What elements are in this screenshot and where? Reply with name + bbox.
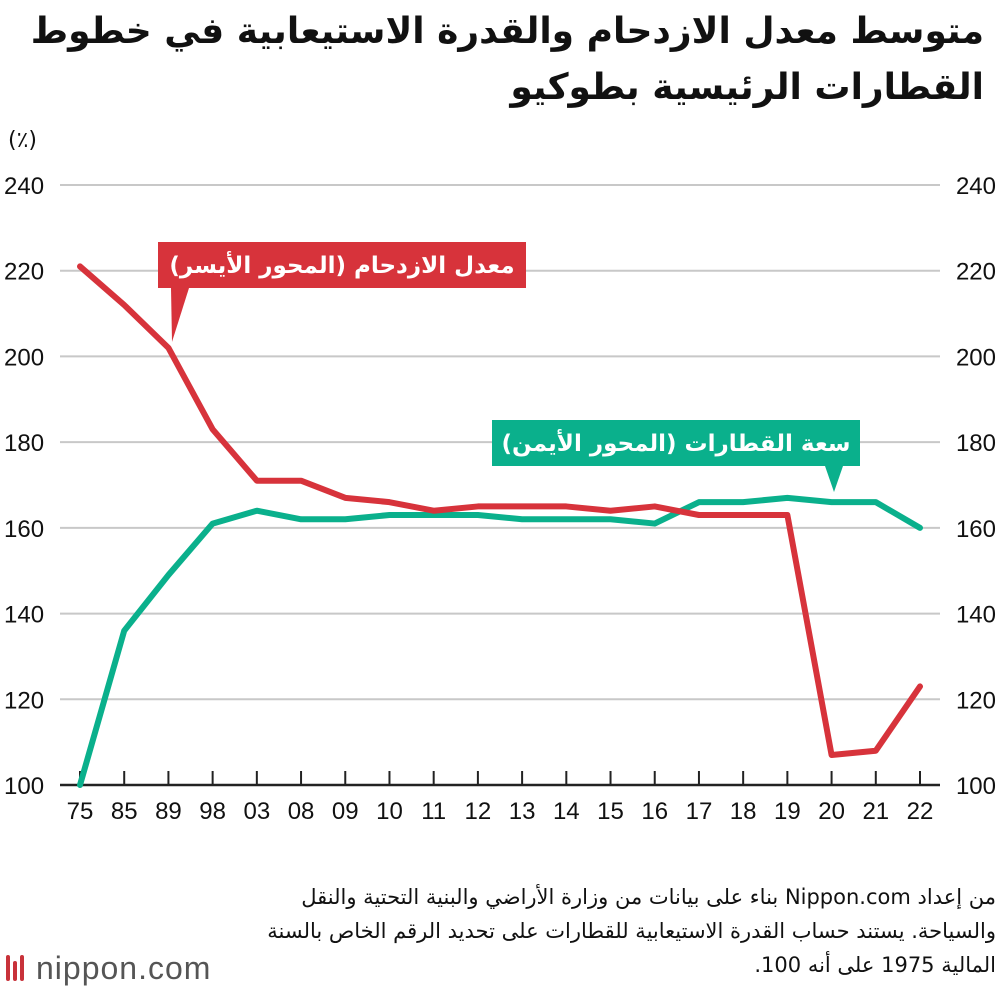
callouts: معدل الازدحام (المحور الأيسر) سعة القطارا… (158, 242, 860, 492)
x-tick-label: 14 (553, 798, 580, 825)
congestion-line (77, 263, 923, 758)
x-tick-label: 16 (641, 798, 668, 825)
x-tick-label: 89 (155, 798, 182, 825)
x-tick-label: 20 (818, 798, 845, 825)
x-tick-label: 22 (907, 798, 934, 825)
callout-congestion-pointer (171, 288, 189, 342)
x-tick-label: 15 (597, 798, 624, 825)
x-tick-label: 09 (332, 798, 359, 825)
x-tick-label: 17 (686, 798, 713, 825)
x-tick-label: 98 (199, 798, 226, 825)
y-tick-label-left: 180 (4, 430, 44, 457)
x-tick-label: 12 (465, 798, 492, 825)
y-tick-label-left: 160 (4, 516, 44, 543)
callout-capacity-text: سعة القطارات (المحور الأيمن) (502, 428, 851, 457)
y-tick-label-left: 200 (4, 344, 44, 371)
y-tick-label-left: 120 (4, 687, 44, 714)
chart-title: متوسط معدل الازدحام والقدرة الاستيعابية … (30, 11, 984, 108)
y-tick-label-right: 100 (956, 773, 996, 800)
callout-capacity: سعة القطارات (المحور الأيمن) (492, 420, 860, 492)
nippon-logo: nippon.com (4, 948, 211, 988)
y-tick-label-left: 100 (4, 773, 44, 800)
y-tick-label-right: 220 (956, 259, 996, 286)
left-axis-ticks: 100 120 140 160 180 200 220 240 (4, 173, 44, 800)
x-tick-label: 13 (509, 798, 536, 825)
y-tick-label-right: 180 (956, 430, 996, 457)
y-tick-label-left: 240 (4, 173, 44, 200)
x-tick-label: 10 (376, 798, 403, 825)
y-tick-label-right: 200 (956, 344, 996, 371)
y-tick-label-right: 120 (956, 687, 996, 714)
x-tick-label: 03 (243, 798, 270, 825)
source-note: من إعداد Nippon.com بناء على بيانات من و… (267, 885, 996, 977)
x-tick-label: 75 (67, 798, 94, 825)
x-axis: 75 85 89 98 03 08 09 10 11 12 13 14 15 16 17 18 19 20 21 22 (60, 771, 940, 825)
callout-congestion-box (158, 242, 526, 288)
logo-text: nippon.com (36, 949, 212, 986)
x-tick-label: 21 (862, 798, 889, 825)
y-tick-label-left: 140 (4, 602, 44, 629)
right-axis-ticks: 100 120 140 160 180 200 220 240 (956, 173, 996, 800)
x-tick-label: 85 (111, 798, 138, 825)
y-tick-label-right: 160 (956, 516, 996, 543)
callout-capacity-box (492, 420, 860, 466)
y-tick-label-right: 240 (956, 173, 996, 200)
logo-mark-icon (4, 953, 26, 983)
unit-label: (٪) (8, 128, 37, 153)
capacity-line (77, 494, 923, 788)
y-tick-label-right: 140 (956, 602, 996, 629)
x-tick-label: 19 (774, 798, 801, 825)
y-tick-label-left: 220 (4, 259, 44, 286)
callout-congestion-text: معدل الازدحام (المحور الأيسر) (169, 250, 514, 279)
callout-capacity-pointer (825, 466, 843, 492)
series-lines (77, 263, 923, 788)
x-tick-label: 18 (730, 798, 757, 825)
x-tick-label: 11 (421, 798, 446, 825)
callout-congestion: معدل الازدحام (المحور الأيسر) (158, 242, 526, 342)
x-tick-label: 08 (288, 798, 315, 825)
